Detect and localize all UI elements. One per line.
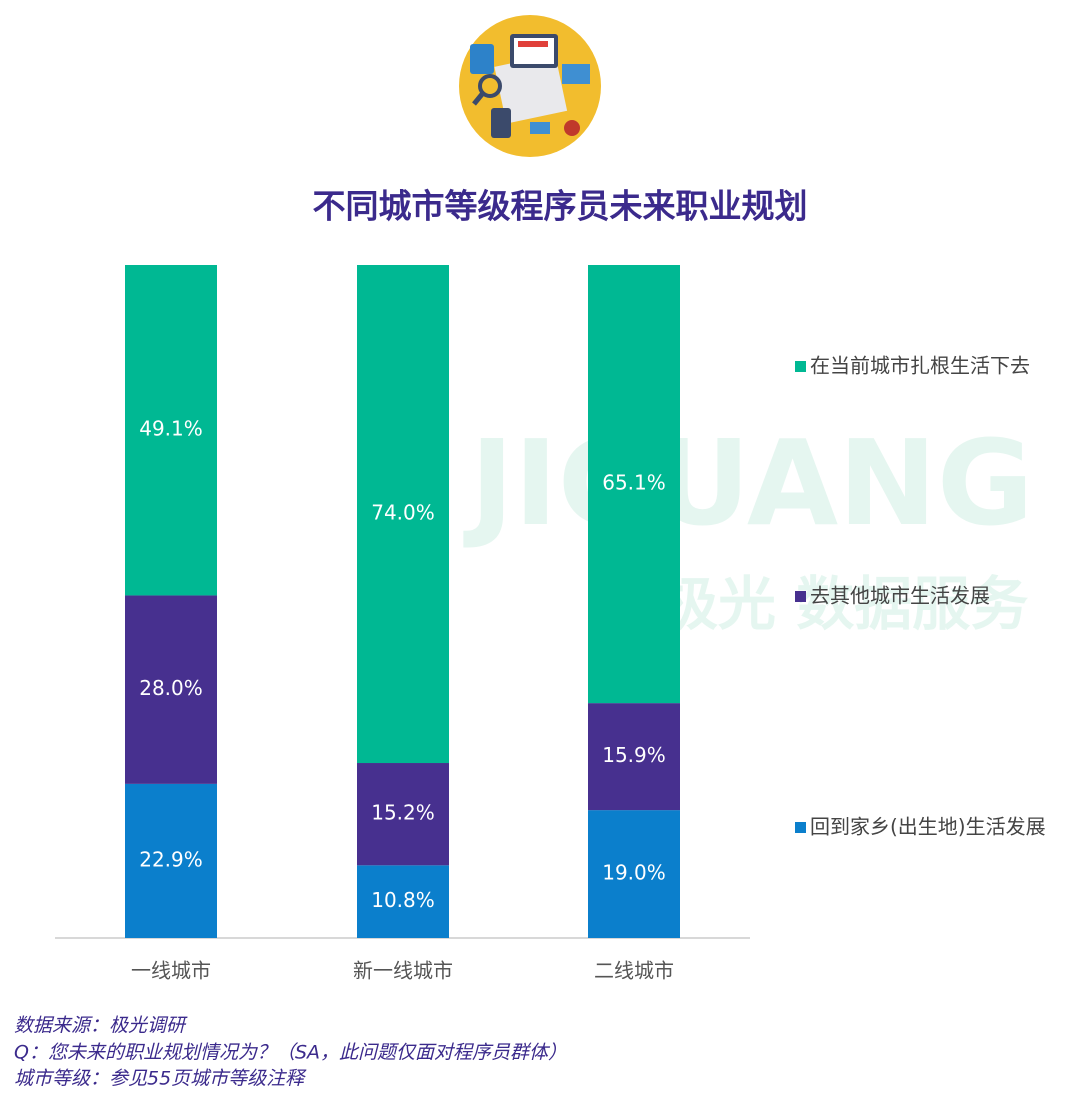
bar-segment bbox=[125, 595, 217, 784]
value-label: 49.1% bbox=[139, 417, 203, 441]
x-tick-label: 二线城市 bbox=[594, 959, 674, 983]
watermark: 极光 数据服务 bbox=[660, 570, 1028, 638]
value-label: 15.9% bbox=[602, 743, 666, 767]
legend-swatch bbox=[795, 591, 806, 602]
note: 数据来源：极光调研 bbox=[14, 1015, 188, 1037]
value-label: 65.1% bbox=[602, 471, 666, 495]
header-icon bbox=[459, 15, 601, 157]
bar-segment bbox=[357, 763, 449, 866]
legend-swatch bbox=[795, 822, 806, 833]
x-tick-label: 新一线城市 bbox=[353, 959, 453, 983]
bar-segment bbox=[125, 265, 217, 596]
value-label: 74.0% bbox=[371, 501, 435, 525]
value-label: 28.0% bbox=[139, 676, 203, 700]
bar-segment bbox=[357, 265, 449, 764]
note: Q：您未来的职业规划情况为？（SA，此问题仅面对程序员群体） bbox=[14, 1042, 567, 1064]
bar-segment bbox=[588, 703, 680, 811]
bar-segment bbox=[588, 810, 680, 938]
legend-label: 去其他城市生活发展 bbox=[810, 584, 990, 608]
legend-swatch bbox=[795, 361, 806, 372]
value-label: 15.2% bbox=[371, 801, 435, 825]
bar-segment bbox=[588, 265, 680, 704]
note: 城市等级：参见55页城市等级注释 bbox=[14, 1068, 307, 1090]
bar-segment bbox=[125, 783, 217, 938]
value-label: 22.9% bbox=[139, 847, 203, 871]
value-label: 10.8% bbox=[371, 888, 435, 912]
legend-label: 在当前城市扎根生活下去 bbox=[810, 354, 1030, 378]
x-tick-label: 一线城市 bbox=[131, 959, 211, 983]
value-label: 19.0% bbox=[602, 861, 666, 885]
chart-title: 不同城市等级程序员未来职业规划 bbox=[313, 187, 808, 226]
legend-label: 回到家乡(出生地)生活发展 bbox=[810, 815, 1046, 839]
watermark: JIGUANG bbox=[463, 414, 1034, 552]
bar-segment bbox=[357, 865, 449, 938]
